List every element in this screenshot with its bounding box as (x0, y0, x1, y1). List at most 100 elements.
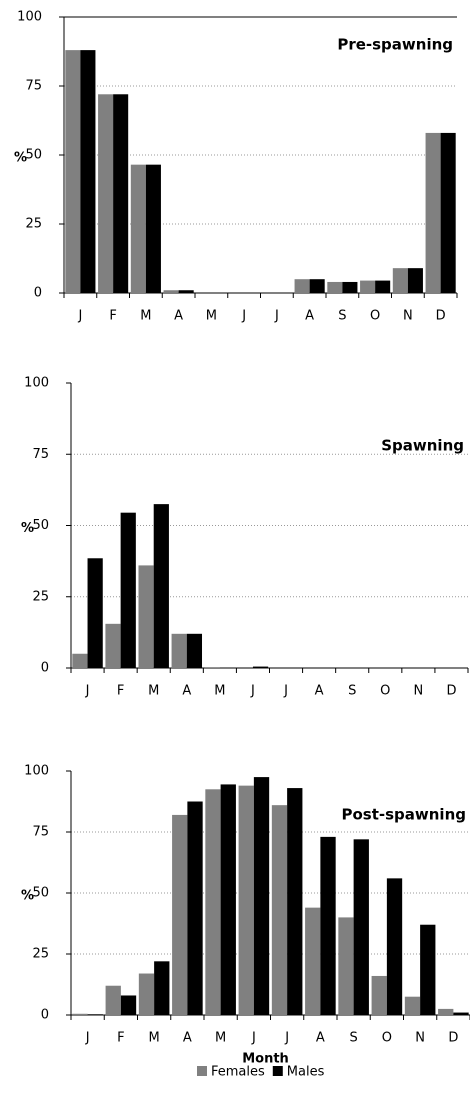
y-tick-label: 0 (41, 1008, 49, 1023)
y-tick-label: 25 (32, 589, 49, 604)
x-tick-label: M (140, 309, 151, 324)
y-tick-label: 25 (25, 217, 42, 232)
x-tick-label: M (214, 684, 225, 699)
legend-swatch (197, 1066, 207, 1076)
x-tick-label: F (117, 1031, 124, 1046)
y-tick-label: 75 (32, 825, 49, 840)
x-tick-label: A (174, 309, 183, 324)
x-tick-label: D (446, 684, 456, 699)
bar (338, 917, 354, 1015)
chart-title: Pre-spawning (337, 36, 453, 54)
bar (294, 279, 310, 293)
bar (342, 281, 358, 293)
bar (453, 1012, 469, 1015)
x-tick-label: J (283, 684, 288, 699)
x-tick-label: A (182, 684, 191, 699)
bar (65, 50, 81, 294)
x-tick-label: S (349, 1031, 357, 1046)
x-tick-label: F (109, 309, 116, 324)
bar (327, 281, 343, 293)
bar (172, 814, 188, 1015)
y-tick-label: 25 (32, 947, 49, 962)
bar (87, 1014, 103, 1015)
legend-label: Females (211, 1065, 265, 1080)
x-tick-label: J (284, 1031, 289, 1046)
y-tick-label: 0 (34, 286, 42, 301)
y-tick-label: 100 (24, 376, 49, 391)
x-tick-label: M (206, 309, 217, 324)
x-tick-label: D (436, 309, 446, 324)
x-tick-label: F (117, 684, 124, 699)
bar (407, 268, 423, 293)
x-tick-label: A (183, 1031, 192, 1046)
bar (153, 504, 169, 668)
bar (80, 50, 96, 294)
bar (420, 924, 436, 1015)
bar (271, 805, 288, 1015)
x-axis-label: Month (242, 1052, 289, 1067)
x-tick-label: O (380, 684, 390, 699)
x-tick-label: S (348, 684, 356, 699)
bar (309, 279, 325, 293)
x-tick-label: J (85, 1031, 90, 1046)
x-tick-label: A (316, 1031, 325, 1046)
bar (186, 633, 203, 668)
bar (305, 907, 321, 1015)
bar (187, 801, 203, 1015)
y-tick-label: 0 (41, 661, 49, 676)
bar (375, 280, 391, 293)
bar (438, 1008, 454, 1015)
bar (252, 666, 269, 668)
bar (138, 973, 155, 1015)
bar (205, 789, 221, 1015)
bar (220, 784, 236, 1015)
x-tick-label: J (77, 309, 82, 324)
bar (440, 132, 456, 293)
y-tick-label: 100 (24, 764, 49, 779)
x-tick-label: N (403, 309, 413, 324)
bar (204, 667, 220, 668)
bar (113, 94, 129, 293)
bar (178, 290, 194, 293)
x-tick-label: J (250, 684, 255, 699)
bar (392, 268, 408, 293)
bar (130, 164, 146, 293)
x-tick-label: J (274, 309, 279, 324)
legend-label: Males (287, 1065, 325, 1080)
x-tick-label: A (315, 684, 324, 699)
bar (353, 839, 369, 1015)
bar (145, 164, 161, 293)
bar (72, 1013, 88, 1015)
y-axis-label: % (21, 889, 34, 904)
bar (72, 653, 88, 668)
bar (120, 995, 137, 1015)
x-tick-label: N (415, 1031, 425, 1046)
bar (105, 985, 121, 1015)
bar (371, 975, 387, 1015)
x-tick-label: O (382, 1031, 392, 1046)
bar (138, 565, 154, 668)
bar (360, 280, 376, 293)
y-tick-label: 50 (25, 148, 42, 163)
y-tick-label: 100 (17, 10, 42, 25)
bar (253, 777, 270, 1015)
chart-title: Spawning (381, 437, 464, 455)
bar (120, 512, 136, 668)
bar (98, 94, 114, 293)
legend-swatch (272, 1066, 283, 1076)
x-tick-label: J (85, 684, 90, 699)
x-tick-label: S (338, 309, 346, 324)
bar (287, 788, 303, 1015)
bar (320, 836, 336, 1015)
x-tick-label: J (251, 1031, 256, 1046)
x-tick-label: M (215, 1031, 226, 1046)
bar (425, 132, 441, 293)
y-tick-label: 75 (32, 447, 49, 462)
chart-title: Post-spawning (341, 806, 466, 824)
x-tick-label: A (305, 309, 314, 324)
bar (163, 290, 179, 293)
bar (105, 623, 121, 668)
y-tick-label: 50 (32, 518, 49, 533)
x-tick-label: D (448, 1031, 458, 1046)
x-tick-label: N (414, 684, 424, 699)
